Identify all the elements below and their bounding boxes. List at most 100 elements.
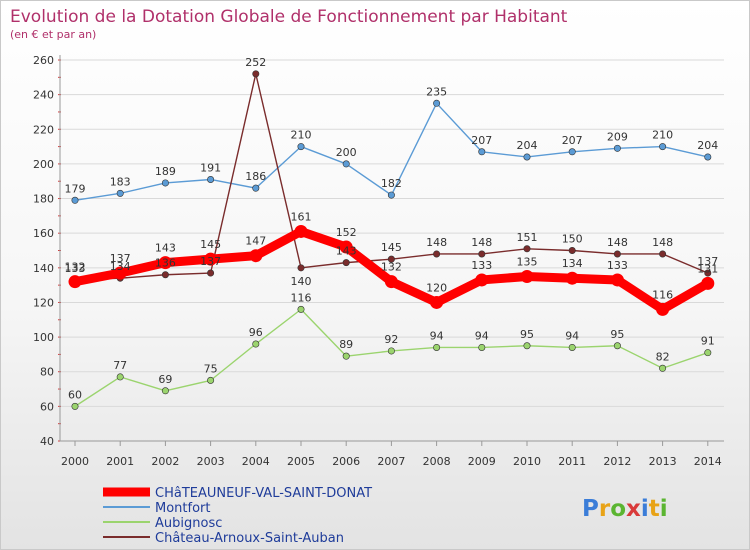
y-tick-label: 100 (33, 331, 54, 344)
data-label: 82 (656, 350, 670, 363)
data-label: 204 (517, 139, 538, 152)
data-point (249, 249, 263, 263)
y-tick-label: 260 (33, 54, 54, 67)
data-point (387, 191, 395, 199)
data-label: 94 (565, 329, 579, 342)
data-label: 209 (607, 130, 628, 143)
data-point (613, 342, 621, 350)
data-label: 161 (291, 210, 312, 223)
data-point (339, 240, 353, 254)
data-point (297, 305, 305, 313)
legend-label: CHâTEAUNEUF-VAL-SAINT-DONAT (155, 486, 372, 501)
x-tick-label: 2010 (513, 455, 541, 468)
data-point (252, 340, 260, 348)
data-label: 77 (113, 359, 127, 372)
data-point (294, 224, 308, 238)
x-tick-label: 2014 (694, 455, 722, 468)
data-label: 131 (697, 262, 718, 275)
y-tick-label: 120 (33, 296, 54, 309)
x-tick-label: 2011 (558, 455, 586, 468)
data-point (433, 99, 441, 107)
x-tick-label: 2012 (603, 455, 631, 468)
data-point (384, 275, 398, 289)
y-tick-label: 140 (33, 262, 54, 275)
data-point (659, 364, 667, 372)
data-label: 136 (155, 257, 176, 270)
legend-label: Château-Arnoux-Saint-Auban (155, 531, 344, 546)
chart-title: Evolution de la Dotation Globale de Fonc… (10, 7, 568, 27)
data-label: 134 (110, 260, 131, 273)
data-point (297, 143, 305, 151)
data-label: 140 (291, 275, 312, 288)
data-point (659, 250, 667, 258)
x-tick-label: 2009 (468, 455, 496, 468)
data-label: 151 (517, 231, 538, 244)
data-point (161, 271, 169, 279)
x-tick-label: 2007 (377, 455, 405, 468)
y-tick-label: 200 (33, 158, 54, 171)
data-label: 60 (68, 388, 82, 401)
legend-label: Aubignosc (155, 516, 222, 531)
data-label: 183 (110, 175, 131, 188)
data-label: 137 (697, 255, 718, 268)
data-label: 148 (607, 236, 628, 249)
x-tick-label: 2008 (423, 455, 451, 468)
y-tick-label: 220 (33, 123, 54, 136)
data-label: 134 (562, 257, 583, 270)
proxiti-logo: Proxiti (582, 496, 668, 522)
data-label: 210 (291, 129, 312, 142)
data-label: 92 (384, 333, 398, 346)
data-label: 133 (65, 262, 86, 275)
data-point (297, 264, 305, 272)
data-point (342, 160, 350, 168)
data-label: 116 (291, 291, 312, 304)
data-label: 137 (110, 252, 131, 265)
data-point (520, 269, 534, 283)
data-label: 200 (336, 146, 357, 159)
data-point (659, 143, 667, 151)
data-label: 147 (245, 235, 266, 248)
x-tick-label: 2001 (106, 455, 134, 468)
data-point (478, 148, 486, 156)
data-label: 235 (426, 85, 447, 98)
series-line-1 (74, 308, 709, 408)
data-point (161, 179, 169, 187)
data-point (704, 269, 712, 277)
data-point (71, 402, 79, 410)
data-point (475, 273, 489, 287)
x-tick-label: 2002 (151, 455, 179, 468)
data-point (430, 295, 444, 309)
data-point (116, 189, 124, 197)
data-point (342, 352, 350, 360)
data-point (252, 184, 260, 192)
data-point (523, 342, 531, 350)
data-label: 132 (381, 261, 402, 274)
data-label: 69 (158, 373, 172, 386)
data-label: 182 (381, 177, 402, 190)
data-point (433, 250, 441, 258)
data-label: 94 (475, 329, 489, 342)
data-label: 179 (65, 182, 86, 195)
data-point (523, 245, 531, 253)
x-tick-label: 2005 (287, 455, 315, 468)
legend-label: Montfort (155, 501, 210, 516)
data-label: 143 (336, 245, 357, 258)
y-tick-label: 240 (33, 89, 54, 102)
data-label: 204 (697, 139, 718, 152)
data-label: 94 (430, 329, 444, 342)
data-point (568, 343, 576, 351)
data-label: 75 (204, 362, 218, 375)
y-tick-label: 180 (33, 193, 54, 206)
data-point (523, 153, 531, 161)
y-tick-label: 60 (40, 400, 54, 413)
y-tick-label: 80 (40, 366, 54, 379)
data-label: 207 (562, 134, 583, 147)
data-point (387, 347, 395, 355)
data-point (610, 273, 624, 287)
x-tick-label: 2003 (197, 455, 225, 468)
data-label: 95 (610, 328, 624, 341)
data-label: 207 (471, 134, 492, 147)
x-tick-label: 2013 (649, 455, 677, 468)
x-tick-label: 2000 (61, 455, 89, 468)
